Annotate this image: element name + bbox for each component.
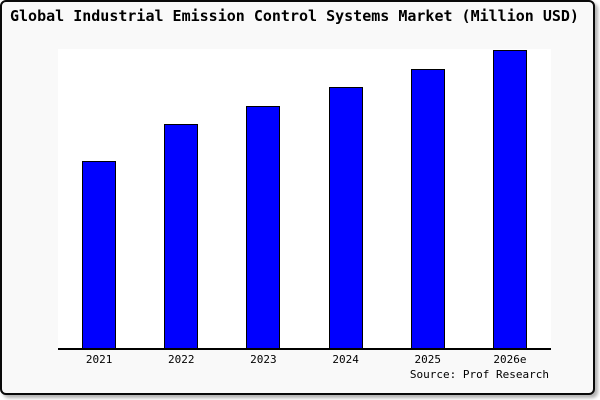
bar-2023 [246,105,281,348]
bar-2024 [328,86,363,348]
source-text: Source: Prof Research [409,368,549,381]
plot-area [58,49,551,350]
bar-slot-2023 [222,49,304,348]
x-tick-label-2026e: 2026e [493,353,527,366]
x-tick-label-2024: 2024 [332,353,359,366]
x-tick-label-2022: 2022 [168,353,195,366]
bar-2026e [492,49,527,348]
x-tick-label-2023: 2023 [250,353,277,366]
bar-slot-2026e [469,49,551,348]
x-axis-labels: 2021 2022 2023 2024 2025 2026e [58,353,551,366]
bar-slot-2024 [305,49,387,348]
bars-container [58,49,551,348]
bar-2025 [410,68,445,348]
chart-title: Global Industrial Emission Control Syste… [10,7,579,25]
chart-frame: Global Industrial Emission Control Syste… [0,0,595,395]
bar-slot-2021 [58,49,140,348]
x-tick-label-2021: 2021 [85,353,113,366]
bar-slot-2022 [140,49,222,348]
bar-2022 [164,124,199,348]
bar-2021 [82,161,117,348]
x-tick-label-2025: 2025 [414,353,442,366]
bar-slot-2025 [387,49,469,348]
